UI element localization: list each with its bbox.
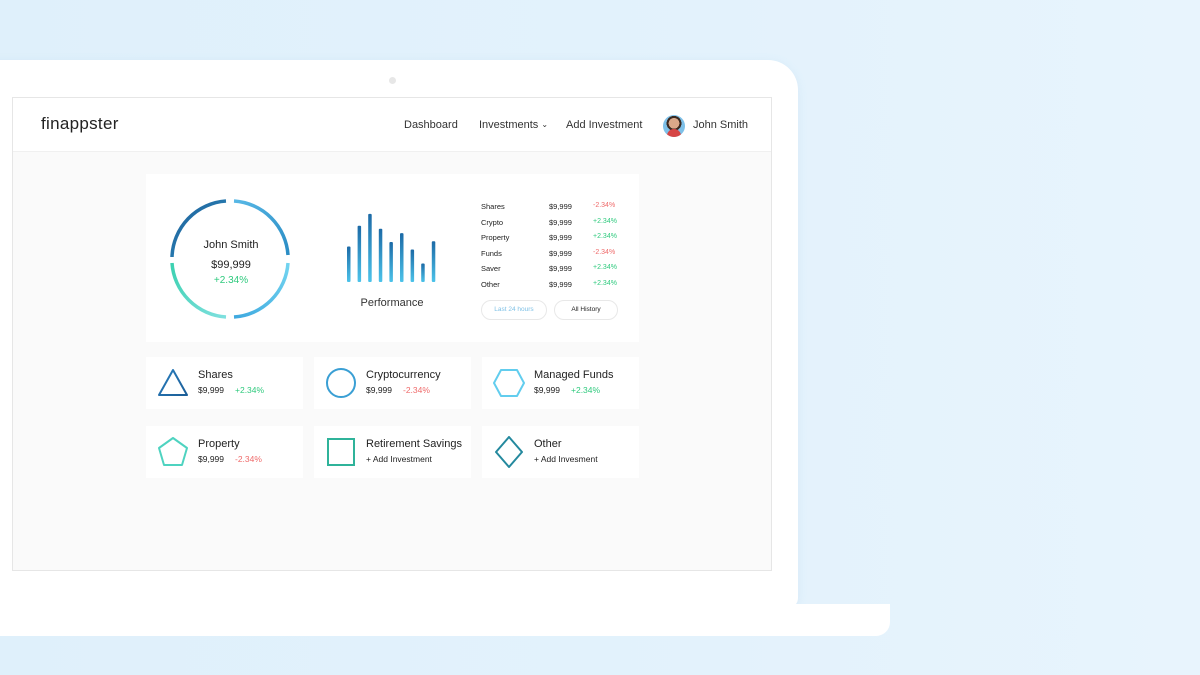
tile-funds-value: $9,999 — [534, 385, 560, 395]
top-navbar: finappster Dashboard Investments ⌄ Add In… — [13, 98, 771, 152]
stat-name: Funds — [481, 248, 502, 258]
tile-property-value: $9,999 — [198, 454, 224, 464]
tile-retirement-name: Retirement Savings — [366, 438, 462, 450]
circle-icon — [326, 368, 356, 398]
stat-change: +2.34% — [593, 279, 617, 287]
tile-cryptocurrency[interactable]: Cryptocurrency $9,999 -2.34% — [314, 357, 471, 409]
app-screen: finappster Dashboard Investments ⌄ Add In… — [12, 97, 772, 571]
performance-bar — [357, 225, 362, 282]
nav-user-name[interactable]: John Smith — [693, 119, 749, 131]
stat-value: $9,999 — [549, 233, 572, 243]
stat-row: Crypto $9,999 +2.34% — [481, 218, 621, 234]
tile-retirement-savings[interactable]: Retirement Savings + Add Investment — [314, 426, 471, 478]
stats-list: Shares $9,999 -2.34% Crypto $9,999 +2.34% Prop… — [481, 202, 621, 296]
performance-bar — [347, 246, 351, 282]
performance-bar — [389, 242, 393, 282]
performance-bar — [421, 263, 425, 282]
tile-crypto-name: Cryptocurrency — [366, 369, 441, 381]
performance-bar — [400, 233, 404, 282]
performance-bar — [410, 249, 415, 282]
square-icon — [327, 438, 355, 466]
nav-add-investment[interactable]: Add Investment — [566, 119, 643, 131]
stat-change: +2.34% — [593, 233, 617, 241]
stat-change: +2.34% — [593, 264, 617, 272]
stat-name: Shares — [481, 202, 505, 211]
stat-name: Saver — [481, 264, 501, 274]
performance-bar — [368, 213, 372, 282]
stat-name: Crypto — [481, 217, 504, 227]
stat-row: Shares $9,999 -2.34% — [481, 202, 621, 218]
tile-shares-change: +2.34% — [235, 385, 265, 395]
portfolio-owner-name: John Smith — [203, 239, 259, 251]
stat-row: Saver $9,999 +2.34% — [481, 264, 621, 280]
nav-dashboard[interactable]: Dashboard — [404, 119, 458, 131]
tile-other-add-link[interactable]: + Add Invesment — [534, 454, 598, 464]
portfolio-change: +2.34% — [213, 275, 249, 286]
tile-other[interactable]: Other + Add Invesment — [482, 426, 639, 478]
stat-value: $9,999 — [549, 248, 572, 258]
performance-bar — [431, 241, 436, 282]
nav-investments[interactable]: Investments ⌄ — [479, 119, 548, 131]
stat-change: -2.34% — [593, 202, 616, 209]
tile-other-name: Other — [534, 438, 562, 450]
avatar[interactable] — [663, 115, 685, 137]
portfolio-total: $99,999 — [211, 259, 251, 271]
tile-managed-funds[interactable]: Managed Funds $9,999 +2.34% — [482, 357, 639, 409]
filter-all-history-button[interactable]: All History — [554, 300, 618, 320]
stat-value: $9,999 — [549, 202, 572, 211]
tile-retirement-add-link[interactable]: + Add Investment — [366, 454, 432, 464]
tile-funds-name: Managed Funds — [534, 369, 614, 381]
stat-row: Property $9,999 +2.34% — [481, 233, 621, 249]
tile-crypto-value: $9,999 — [366, 385, 392, 395]
stat-name: Other — [481, 279, 500, 289]
camera-icon — [389, 77, 396, 84]
filter-last-24-hours-button[interactable]: Last 24 hours — [481, 300, 547, 320]
summary-card: John Smith $99,999 +2.34% Performance Sh… — [146, 174, 639, 342]
portfolio-ring-icon — [170, 199, 290, 319]
nav-investments-label: Investments — [479, 119, 539, 131]
tile-property[interactable]: Property $9,999 -2.34% — [146, 426, 303, 478]
stat-name: Property — [481, 233, 510, 243]
performance-chart — [347, 213, 436, 282]
hexagon-icon — [493, 369, 525, 397]
tile-property-change: -2.34% — [235, 454, 262, 464]
tile-property-name: Property — [198, 438, 240, 450]
tile-crypto-change: -2.34% — [403, 385, 430, 395]
laptop-base — [0, 604, 890, 636]
stat-value: $9,999 — [549, 279, 572, 289]
chevron-down-icon: ⌄ — [541, 120, 549, 129]
performance-label: Performance — [360, 297, 424, 309]
stat-row: Other $9,999 +2.34% — [481, 280, 621, 296]
stat-row: Funds $9,999 -2.34% — [481, 249, 621, 265]
stat-value: $9,999 — [549, 264, 572, 274]
diamond-icon — [495, 436, 523, 468]
stat-change: +2.34% — [593, 217, 617, 225]
tile-shares[interactable]: Shares $9,999 +2.34% — [146, 357, 303, 409]
triangle-icon — [158, 369, 188, 396]
tile-shares-value: $9,999 — [198, 385, 224, 395]
stat-value: $9,999 — [549, 217, 572, 227]
tile-shares-name: Shares — [198, 369, 233, 381]
stat-change: -2.34% — [593, 248, 616, 256]
pentagon-icon — [158, 437, 188, 466]
performance-bar — [378, 228, 383, 282]
tile-funds-change: +2.34% — [571, 385, 601, 395]
app-logo[interactable]: finappster — [41, 114, 119, 133]
